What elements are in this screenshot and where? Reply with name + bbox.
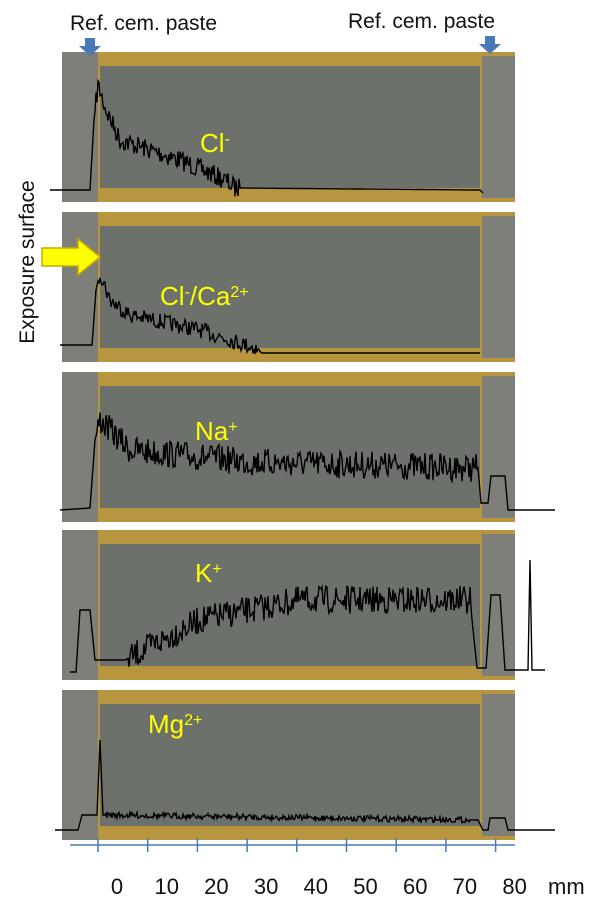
axis: 0 10 20 30 40 50 60 70 80 mm — [97, 838, 585, 899]
axis-unit: mm — [548, 874, 585, 899]
profile-line — [59, 412, 555, 511]
panel: Mg2+ — [55, 690, 555, 840]
left-cap — [62, 530, 98, 680]
ion-name: Na — [195, 416, 229, 446]
left-cap — [62, 52, 98, 202]
profile-line — [55, 739, 555, 831]
right-cap — [482, 56, 515, 198]
tick-label: 10 — [154, 874, 178, 899]
ion-label: Na+ — [195, 416, 238, 446]
profile-line — [70, 559, 545, 673]
ion-name: K — [195, 558, 213, 588]
tick-label: 50 — [353, 874, 377, 899]
panel: K+ — [62, 530, 545, 680]
ion-name: Cl — [200, 128, 225, 158]
panels: Cl-Cl-/Ca2+Na+K+Mg2+ — [50, 52, 555, 840]
tick-label: 70 — [453, 874, 477, 899]
ion-name: Mg — [148, 709, 184, 739]
tick-label: 40 — [304, 874, 328, 899]
left-cap — [62, 372, 98, 522]
ion-charge: 2+ — [184, 712, 202, 729]
right-arrow — [479, 36, 501, 54]
left-ref-label: Ref. cem. paste — [70, 12, 217, 35]
right-cap — [482, 376, 515, 518]
tick-label: 80 — [502, 874, 526, 899]
ion-name: Cl — [160, 281, 185, 311]
right-cap — [482, 216, 515, 358]
specimen-body — [100, 66, 480, 188]
specimen-body — [100, 386, 480, 508]
panel: Cl-/Ca2+ — [60, 212, 515, 362]
ion-label: Mg2+ — [148, 709, 202, 739]
tick-label: 60 — [403, 874, 427, 899]
panel: Na+ — [59, 372, 555, 522]
specimen-body — [100, 704, 480, 826]
ion-charge: 2+ — [230, 284, 248, 301]
ion-label: K+ — [195, 558, 222, 588]
exposure-arrow — [41, 237, 102, 277]
ion-name: /Ca — [190, 281, 231, 311]
profile-line — [50, 78, 484, 197]
ion-charge: + — [212, 561, 221, 578]
right-cap — [482, 694, 515, 836]
specimen-body — [100, 226, 480, 348]
tick-label: 30 — [254, 874, 278, 899]
ion-charge: + — [228, 419, 237, 436]
panel: Cl- — [50, 52, 515, 202]
left-arrow — [79, 38, 101, 56]
profile-line — [60, 277, 480, 355]
tick-label: 0 — [111, 874, 123, 899]
specimen-body — [100, 544, 480, 666]
ion-label: Cl-/Ca2+ — [160, 281, 249, 311]
side-label: Exposure surface — [16, 180, 39, 343]
right-ref-label: Ref. cem. paste — [348, 10, 495, 33]
left-cap — [62, 690, 98, 840]
ion-charge: - — [185, 284, 190, 301]
ion-charge: - — [225, 131, 230, 148]
tick-label: 20 — [204, 874, 228, 899]
ion-label: Cl- — [200, 128, 230, 158]
